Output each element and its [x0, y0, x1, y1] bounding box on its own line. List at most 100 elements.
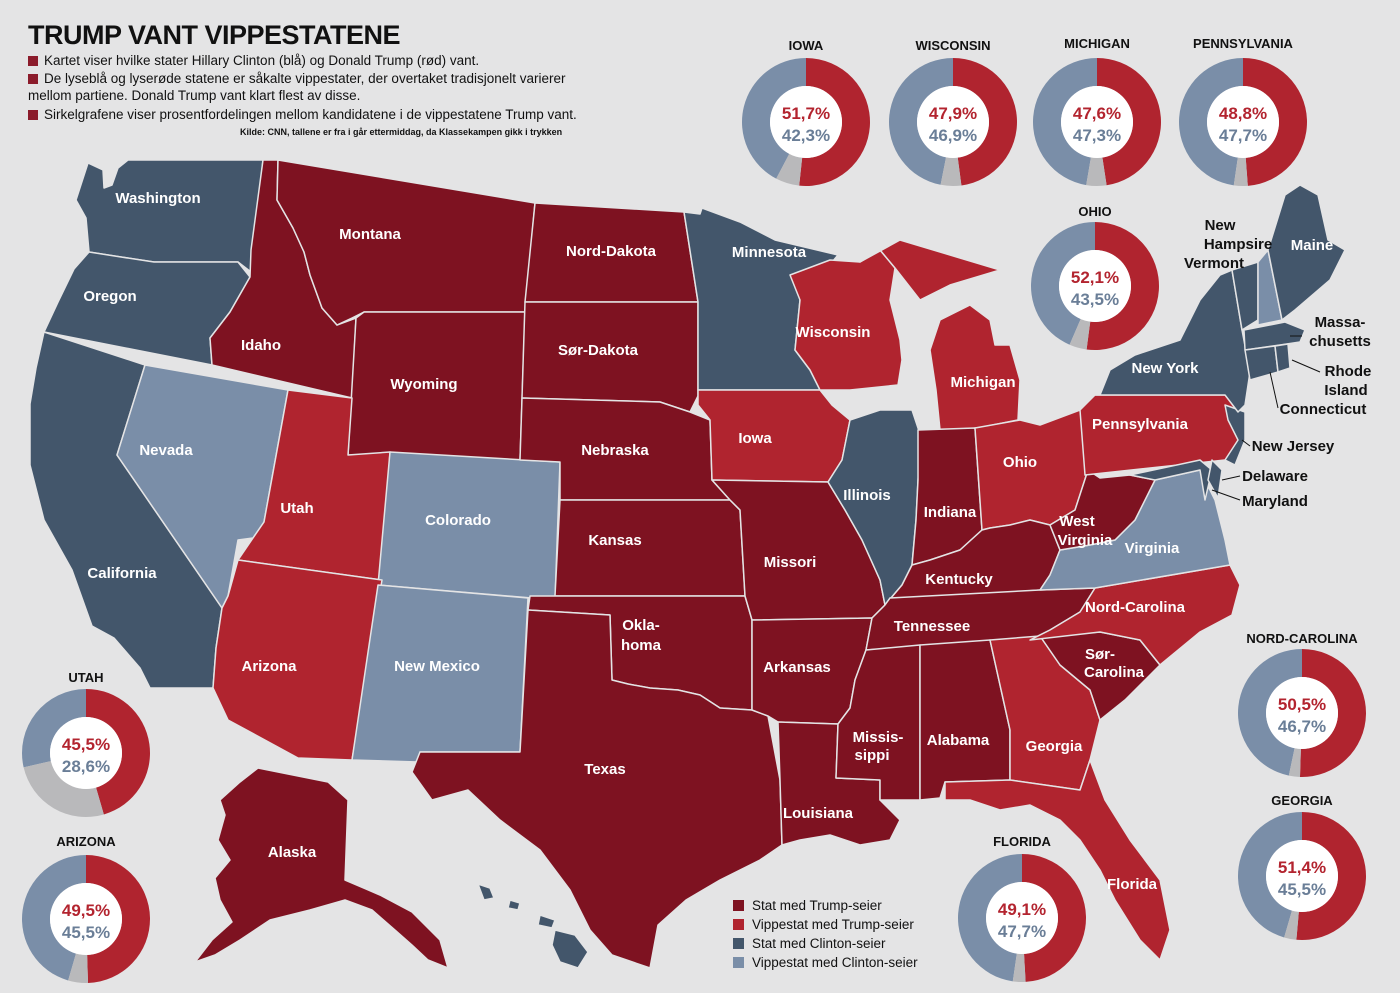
donut-title: NORD-CAROLINA	[1246, 631, 1358, 646]
bullet-square-icon	[28, 74, 38, 84]
donut-slice-clinton	[1031, 222, 1095, 345]
donut-clinton-pct: 46,9%	[929, 126, 977, 145]
donut-slice-trump	[799, 58, 870, 186]
label-montana: Montana	[339, 226, 401, 243]
state-hawaii-3	[537, 914, 556, 929]
label-michigan: Michigan	[950, 374, 1015, 391]
state-texas	[411, 609, 783, 969]
label-west-virginia-1: West	[1059, 513, 1095, 530]
intro-bullet-3: Sirkelgrafene viser prosentfordelingen m…	[28, 106, 577, 123]
label-utah: Utah	[280, 500, 313, 517]
donut-ohio: OHIO 52,1% 43,5%	[1031, 204, 1159, 350]
label-oklahoma-2: homa	[621, 637, 662, 654]
label-florida: Florida	[1107, 876, 1158, 893]
legend-swatch-trump-swing	[733, 919, 744, 930]
label-wisconsin: Wisconsin	[796, 324, 871, 341]
donut-center	[1266, 840, 1338, 912]
label-maryland: Maryland	[1242, 493, 1308, 510]
state-north-carolina	[1029, 564, 1241, 666]
donut-slice-clinton	[21, 689, 86, 768]
intro-bullet-2: De lyseblå og lyserøde statene er såkalt…	[28, 70, 566, 104]
donut-michigan: MICHIGAN 47,6% 47,3%	[1033, 36, 1161, 186]
donut-trump-pct: 52,1%	[1071, 268, 1119, 287]
donut-slice-clinton	[1238, 812, 1302, 938]
label-massachusetts-1: Massa-	[1315, 314, 1366, 331]
state-michigan-lower	[929, 304, 1021, 431]
leader-line-connecticut	[1269, 371, 1279, 409]
donut-slice-other	[776, 153, 803, 186]
label-indiana: Indiana	[924, 504, 977, 521]
label-idaho: Idaho	[241, 337, 281, 354]
bullet-square-icon	[28, 110, 38, 120]
label-delaware: Delaware	[1242, 468, 1308, 485]
legend-item-trump-swing: Vippestat med Trump-seier	[733, 915, 918, 934]
donut-clinton-pct: 45,5%	[62, 923, 110, 942]
donut-slice-other	[68, 953, 89, 984]
donut-title: WISCONSIN	[915, 38, 990, 53]
donut-slice-other	[940, 157, 962, 187]
intro-bullet-2-continuation: mellom partiene. Donald Trump vant klart…	[28, 88, 361, 103]
legend-label-trump-swing: Vippestat med Trump-seier	[752, 917, 914, 932]
legend-label-trump: Stat med Trump-seier	[752, 898, 882, 913]
label-new-mexico: New Mexico	[394, 658, 480, 675]
label-south-carolina-2: Carolina	[1084, 664, 1145, 681]
label-nevada: Nevada	[139, 442, 193, 459]
legend-item-trump: Stat med Trump-seier	[733, 896, 918, 915]
state-alaska	[194, 767, 449, 969]
state-delaware	[1207, 459, 1223, 499]
donut-center	[917, 86, 989, 158]
state-kansas	[554, 499, 746, 597]
intro-bullet-1: Kartet viser hvilke stater Hillary Clint…	[28, 52, 479, 69]
donut-florida: FLORIDA 49,1% 47,7%	[957, 834, 1087, 982]
label-oregon: Oregon	[83, 288, 136, 305]
donut-center	[50, 717, 122, 789]
label-virginia: Virginia	[1125, 540, 1180, 557]
legend-swatch-trump	[733, 900, 744, 911]
donut-clinton-pct: 45,5%	[1278, 880, 1326, 899]
bullet-square-icon	[28, 56, 38, 66]
label-nebraska: Nebraska	[581, 442, 649, 459]
leader-line-delaware	[1221, 475, 1241, 481]
donut-trump-pct: 51,7%	[782, 104, 830, 123]
label-south-carolina-1: Sør-	[1085, 646, 1115, 663]
legend-item-clinton: Stat med Clinton-seier	[733, 934, 918, 953]
donut-clinton-pct: 47,7%	[1219, 126, 1267, 145]
donut-slice-trump	[1097, 58, 1161, 186]
donut-title: OHIO	[1078, 204, 1111, 219]
donut-slice-clinton	[957, 854, 1022, 982]
label-texas: Texas	[584, 761, 625, 778]
donut-slice-other	[1069, 319, 1091, 350]
donut-slice-trump	[1243, 58, 1307, 186]
donut-title: FLORIDA	[993, 834, 1051, 849]
donut-title: IOWA	[789, 38, 824, 53]
donut-clinton-pct: 46,7%	[1278, 717, 1326, 736]
label-rhode-island-2: Island	[1324, 382, 1367, 399]
donut-slice-clinton	[21, 855, 86, 981]
donut-title: MICHIGAN	[1064, 36, 1130, 51]
label-ohio: Ohio	[1003, 454, 1037, 471]
label-new-jersey: New Jersey	[1252, 438, 1335, 455]
donut-trump-pct: 47,6%	[1073, 104, 1121, 123]
state-labels: Washington Oregon California Nevada Idah…	[83, 190, 1371, 893]
leader-lines	[1211, 335, 1321, 501]
label-missouri: Missori	[764, 554, 817, 571]
donut-center	[1061, 86, 1133, 158]
state-hawaii-2	[507, 899, 521, 911]
state-hawaii-4	[551, 929, 589, 969]
label-tennessee: Tennessee	[894, 618, 970, 635]
donut-slice-other	[23, 761, 104, 817]
donut-slice-clinton	[1238, 649, 1302, 776]
donut-center	[770, 86, 842, 158]
state-florida	[944, 759, 1171, 961]
state-rhode-island	[1274, 343, 1291, 373]
states-layer	[29, 159, 1346, 969]
label-colorado: Colorado	[425, 512, 491, 529]
label-washington: Washington	[115, 190, 200, 207]
label-mississippi-2: sippi	[854, 747, 889, 764]
label-arizona: Arizona	[241, 658, 297, 675]
donut-nord-carolina: NORD-CAROLINA 50,5% 46,7%	[1238, 631, 1366, 777]
label-oklahoma-1: Okla-	[622, 617, 660, 634]
label-wyoming: Wyoming	[390, 376, 457, 393]
donut-slice-clinton	[889, 58, 953, 185]
